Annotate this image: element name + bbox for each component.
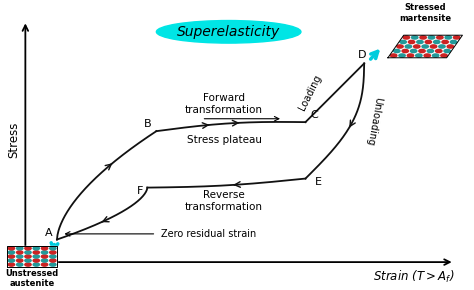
Circle shape — [409, 40, 415, 44]
Ellipse shape — [156, 21, 301, 43]
Circle shape — [33, 247, 39, 250]
Circle shape — [434, 40, 440, 44]
Text: Stress: Stress — [8, 122, 20, 158]
Circle shape — [410, 49, 417, 52]
Text: B: B — [144, 119, 152, 129]
Text: Zero residual strain: Zero residual strain — [161, 229, 256, 239]
Circle shape — [8, 255, 15, 258]
Circle shape — [432, 54, 439, 57]
Circle shape — [425, 40, 431, 44]
Circle shape — [441, 54, 447, 57]
Circle shape — [25, 251, 31, 254]
Circle shape — [17, 247, 23, 250]
Circle shape — [454, 36, 460, 39]
Circle shape — [444, 49, 450, 52]
Circle shape — [416, 54, 422, 57]
Circle shape — [397, 45, 403, 48]
Circle shape — [424, 54, 430, 57]
Circle shape — [17, 259, 23, 262]
Circle shape — [50, 263, 56, 266]
Circle shape — [393, 49, 400, 52]
Text: Reverse
transformation: Reverse transformation — [185, 190, 263, 212]
Circle shape — [403, 36, 410, 39]
Circle shape — [428, 36, 435, 39]
Circle shape — [33, 263, 39, 266]
Circle shape — [17, 251, 23, 254]
Circle shape — [50, 255, 56, 258]
Circle shape — [417, 40, 423, 44]
Circle shape — [33, 259, 39, 262]
Text: A: A — [45, 229, 53, 238]
Circle shape — [41, 259, 48, 262]
Circle shape — [411, 36, 418, 39]
Circle shape — [33, 255, 39, 258]
Text: F: F — [137, 186, 143, 196]
Circle shape — [414, 45, 420, 48]
Text: D: D — [358, 50, 366, 60]
Circle shape — [41, 251, 48, 254]
Polygon shape — [388, 35, 463, 58]
Circle shape — [8, 263, 15, 266]
Circle shape — [25, 263, 31, 266]
Circle shape — [399, 54, 405, 57]
Circle shape — [41, 255, 48, 258]
Circle shape — [422, 45, 428, 48]
Text: E: E — [314, 177, 321, 187]
Circle shape — [25, 255, 31, 258]
Circle shape — [391, 54, 397, 57]
Circle shape — [50, 259, 56, 262]
Circle shape — [420, 36, 426, 39]
Text: Strain ($T > A_f$): Strain ($T > A_f$) — [373, 269, 455, 285]
Circle shape — [33, 251, 39, 254]
Circle shape — [25, 247, 31, 250]
Circle shape — [400, 40, 406, 44]
Circle shape — [17, 263, 23, 266]
Circle shape — [41, 247, 48, 250]
Circle shape — [445, 36, 451, 39]
Text: Superelasticity: Superelasticity — [177, 25, 280, 39]
Circle shape — [437, 36, 443, 39]
Circle shape — [25, 259, 31, 262]
Circle shape — [8, 247, 15, 250]
Circle shape — [405, 45, 411, 48]
Text: Unstressed
austenite: Unstressed austenite — [6, 269, 59, 288]
Polygon shape — [7, 246, 57, 267]
Circle shape — [50, 247, 56, 250]
Text: Unloading: Unloading — [364, 96, 383, 146]
Circle shape — [427, 49, 434, 52]
Text: Forward
transformation: Forward transformation — [185, 93, 263, 115]
Circle shape — [439, 45, 445, 48]
Circle shape — [17, 255, 23, 258]
Text: Stressed
martensite: Stressed martensite — [399, 3, 451, 23]
Circle shape — [442, 40, 448, 44]
Circle shape — [402, 49, 409, 52]
Circle shape — [8, 251, 15, 254]
Text: C: C — [310, 110, 318, 120]
Circle shape — [447, 45, 454, 48]
Circle shape — [50, 251, 56, 254]
Text: Loading: Loading — [297, 73, 324, 112]
Circle shape — [436, 49, 442, 52]
Text: Stress plateau: Stress plateau — [187, 135, 262, 145]
Circle shape — [41, 263, 48, 266]
Circle shape — [407, 54, 414, 57]
Circle shape — [8, 259, 15, 262]
Circle shape — [450, 40, 456, 44]
Circle shape — [419, 49, 425, 52]
Circle shape — [430, 45, 437, 48]
